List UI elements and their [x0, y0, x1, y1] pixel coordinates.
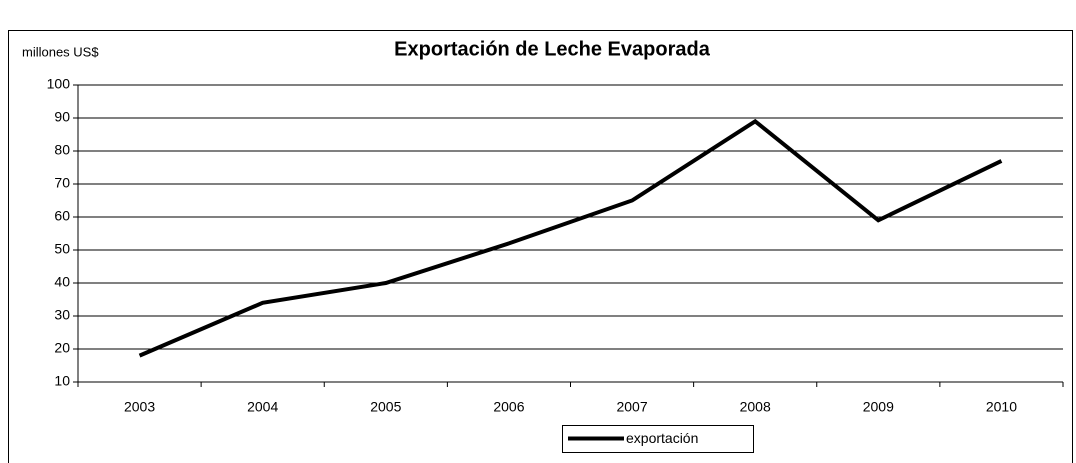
y-tick-label: 100 [47, 76, 71, 92]
x-tick-label: 2005 [370, 399, 401, 415]
x-tick-label: 2006 [493, 399, 524, 415]
y-tick-label: 70 [54, 175, 70, 191]
y-tick-label: 20 [54, 340, 70, 356]
y-tick-label: 10 [54, 373, 70, 389]
chart-title: Exportación de Leche Evaporada [394, 38, 711, 60]
x-tick-label: 2009 [863, 399, 894, 415]
y-tick-label: 90 [54, 109, 70, 125]
data-line [138, 118, 1003, 358]
legend-label: exportación [626, 430, 698, 446]
y-tick-label: 60 [54, 208, 70, 224]
y-tick-label: 80 [54, 142, 70, 158]
chart-frame [8, 30, 1073, 463]
x-tick-label: 2007 [616, 399, 647, 415]
x-tick-label: 2008 [740, 399, 771, 415]
y-tick-label: 40 [54, 274, 70, 290]
y-tick-label: 30 [54, 307, 70, 323]
x-tick-label: 2004 [247, 399, 278, 415]
x-tick-label: 2003 [124, 399, 155, 415]
x-tick-label: 2010 [986, 399, 1017, 415]
y-axis-label: millones US$ [22, 44, 99, 59]
y-tick-label: 50 [54, 241, 70, 257]
